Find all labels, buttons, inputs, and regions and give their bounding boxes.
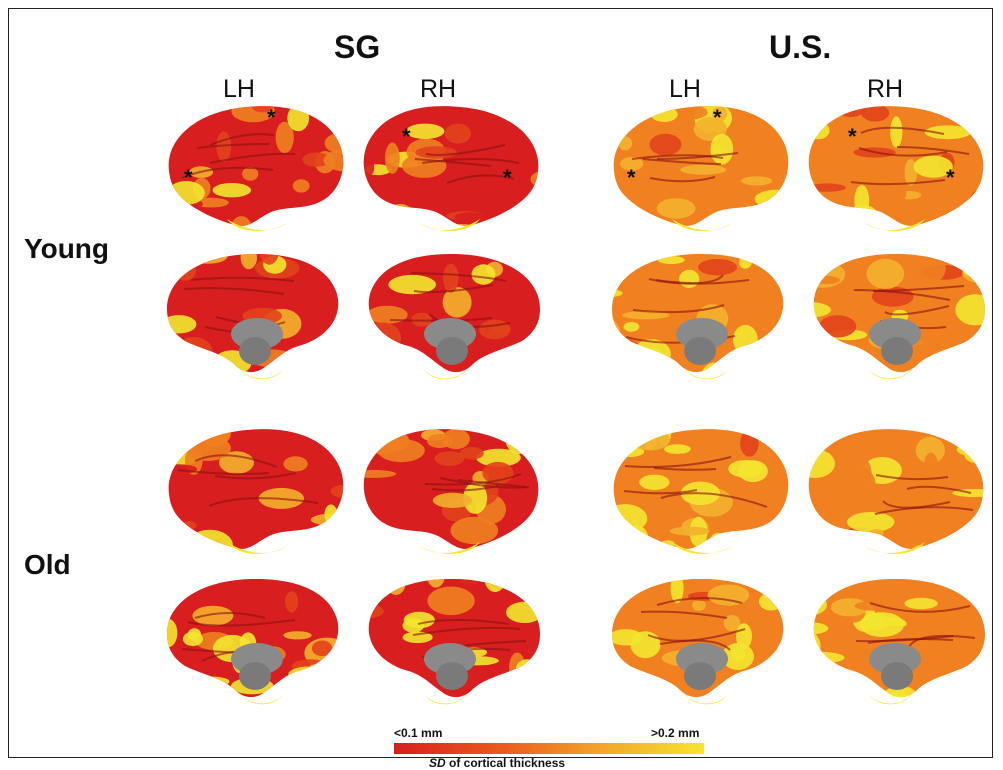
significance-marker: * — [503, 165, 512, 190]
group-title-sg: SG — [334, 29, 381, 65]
significance-marker: * — [946, 165, 955, 190]
row-label-old: Old — [24, 549, 71, 580]
brain-map-young-medial-sg-lh — [167, 253, 339, 380]
significance-marker: * — [184, 165, 193, 190]
hemi-label-us-rh: RH — [867, 75, 904, 103]
brain-map-old-lateral-sg-lh — [168, 429, 344, 554]
brain-map-old-medial-us-rh — [813, 578, 985, 705]
row-label-young: Young — [24, 233, 110, 264]
hemi-label-sg-rh: RH — [420, 75, 457, 103]
brain-map-young-lateral-sg-rh — [363, 106, 539, 231]
significance-marker: * — [267, 105, 276, 130]
brain-map-young-lateral-us-lh — [613, 106, 789, 231]
brain-map-old-lateral-us-lh — [613, 429, 789, 554]
significance-marker: * — [713, 105, 722, 130]
colorbar — [394, 743, 704, 754]
significance-marker: * — [848, 124, 857, 149]
hemi-label-us-lh: LH — [669, 75, 701, 103]
brain-map-old-medial-sg-lh — [167, 578, 339, 705]
brain-map-young-medial-us-lh — [612, 253, 784, 380]
colorbar-min-label: <0.1 mm — [394, 726, 443, 740]
significance-marker: * — [627, 165, 636, 190]
brain-map-old-lateral-sg-rh — [363, 429, 539, 554]
brain-map-old-medial-us-lh — [612, 578, 784, 705]
colorbar-caption: SD of cortical thickness — [429, 756, 566, 770]
brain-map-young-lateral-us-rh — [808, 106, 984, 231]
group-title-us: U.S. — [769, 29, 832, 65]
colorbar-max-label: >0.2 mm — [651, 726, 700, 740]
figure-frame: SG U.S. LH RH LH RH Young Old * * * * * … — [8, 8, 993, 770]
brain-map-young-lateral-sg-lh — [168, 106, 344, 231]
brain-map-young-medial-us-rh — [813, 253, 985, 380]
brain-map-young-medial-sg-rh — [368, 253, 540, 380]
hemi-label-sg-lh: LH — [223, 75, 255, 103]
significance-marker: * — [402, 124, 411, 149]
brain-map-old-lateral-us-rh — [808, 429, 984, 554]
brain-map-old-medial-sg-rh — [368, 578, 540, 705]
